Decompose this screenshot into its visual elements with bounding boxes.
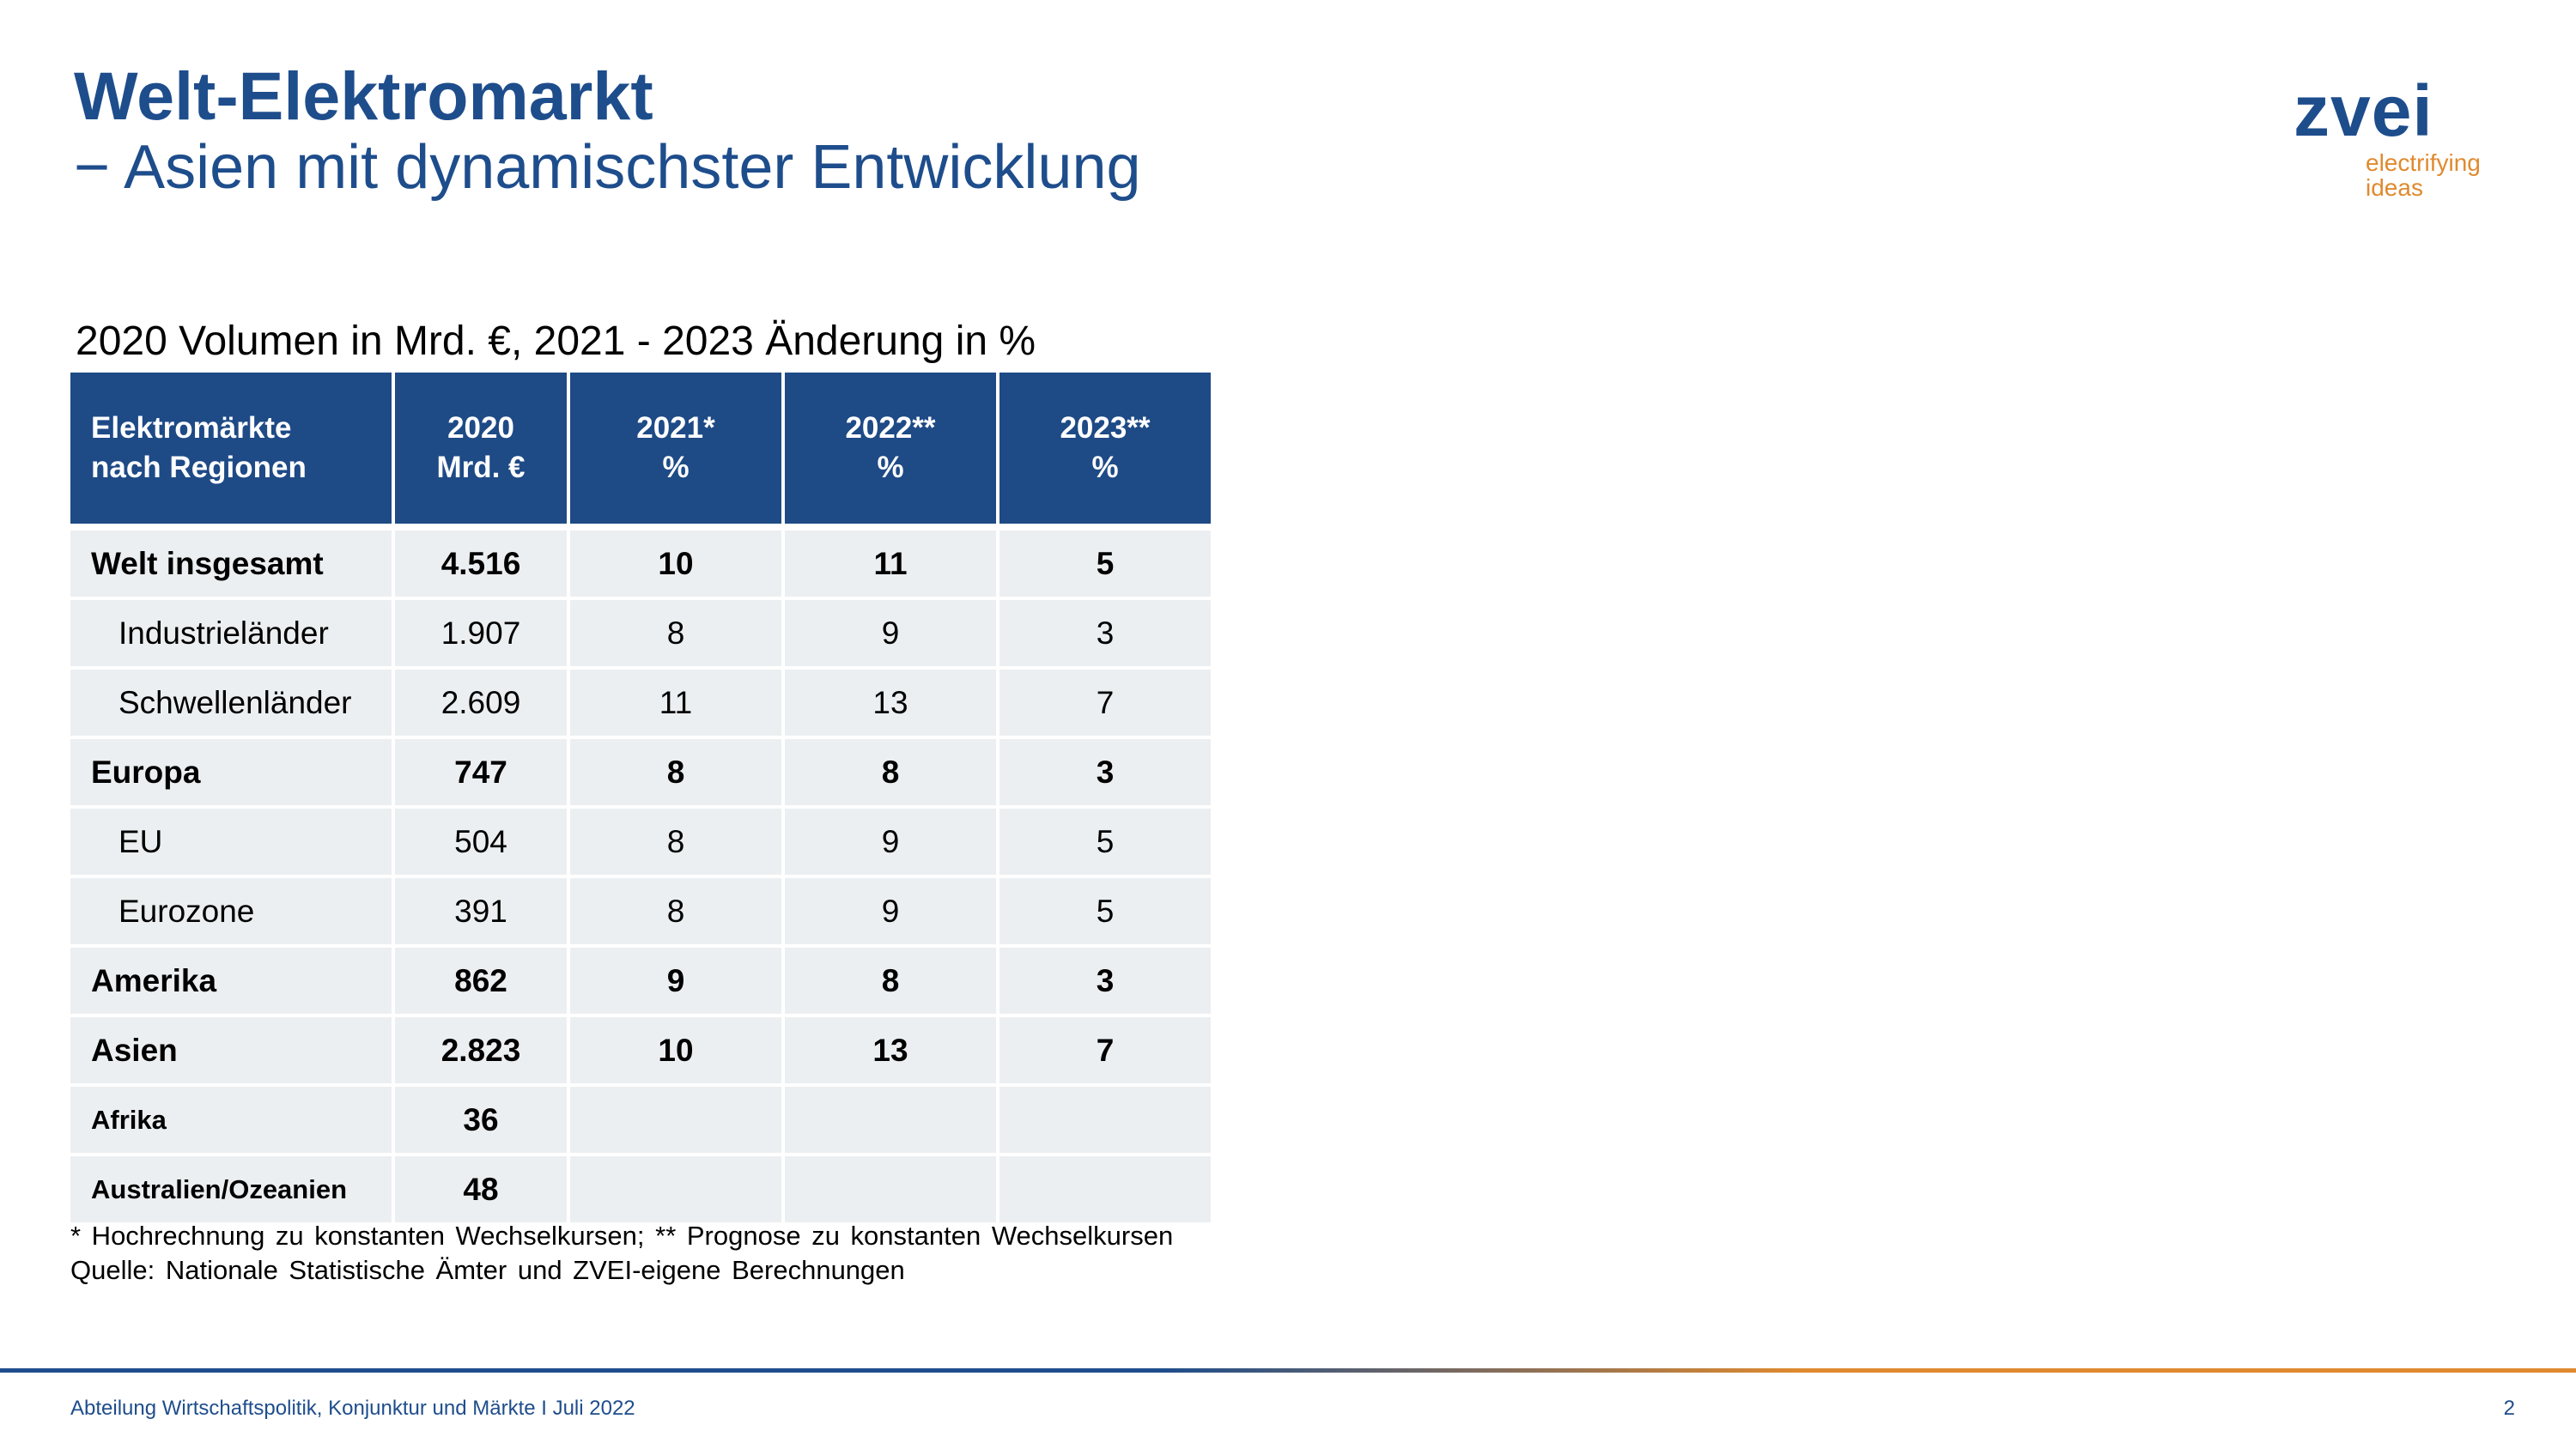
cell-2022 <box>785 1087 996 1153</box>
cell-2021 <box>570 1156 781 1222</box>
cell-2020: 4.516 <box>395 530 567 597</box>
cell-2022 <box>785 1156 996 1222</box>
cell-region: Afrika <box>70 1087 392 1153</box>
cell-2021: 10 <box>570 530 781 597</box>
cell-region: Schwellenländer <box>70 670 392 736</box>
logo-wordmark: zvei <box>2293 70 2433 151</box>
table-row: Australien/Ozeanien 48 <box>70 1156 1211 1222</box>
cell-region: Welt insgesamt <box>70 530 392 597</box>
table-row: Schwellenländer 2.609 11 13 7 <box>70 670 1211 736</box>
cell-2022: 11 <box>785 530 996 597</box>
table-header-row: Elektromärkte nach Regionen 2020 Mrd. € … <box>70 373 1211 524</box>
cell-2020: 391 <box>395 878 567 944</box>
cell-2023: 5 <box>999 530 1211 597</box>
table-caption: 2020 Volumen in Mrd. €, 2021 - 2023 Ände… <box>76 318 1036 364</box>
cell-region: EU <box>70 809 392 875</box>
header-region-line2: nach Regionen <box>91 451 307 484</box>
footnote: * Hochrechnung zu konstanten Wechselkurs… <box>70 1221 1174 1251</box>
cell-2023: 5 <box>999 809 1211 875</box>
cell-2022: 13 <box>785 670 996 736</box>
header-2021-line1: 2021* <box>636 411 715 445</box>
cell-2023: 7 <box>999 1017 1211 1083</box>
cell-2020: 504 <box>395 809 567 875</box>
cell-region: Industrieländer <box>70 600 392 666</box>
header-cell-2020: 2020 Mrd. € <box>395 373 567 524</box>
slide-subtitle: − Asien mit dynamischster Entwicklung <box>74 133 1141 202</box>
table-row: EU 504 8 9 5 <box>70 809 1211 875</box>
header-region-line1: Elektromärkte <box>91 411 292 445</box>
header-2022-line1: 2022** <box>845 411 936 445</box>
cell-2020: 2.823 <box>395 1017 567 1083</box>
page-number: 2 <box>2503 1397 2515 1420</box>
cell-2023: 3 <box>999 739 1211 805</box>
logo-tagline-line1: electrifying <box>2366 149 2481 176</box>
cell-2021 <box>570 1087 781 1153</box>
footer-divider <box>0 1368 2576 1373</box>
cell-2022: 9 <box>785 878 996 944</box>
header-2020-line1: 2020 <box>447 411 514 445</box>
slide-title: Welt-Elektromarkt <box>74 58 653 134</box>
cell-2021: 10 <box>570 1017 781 1083</box>
cell-2022: 9 <box>785 809 996 875</box>
cell-2021: 11 <box>570 670 781 736</box>
electro-market-table: Elektromärkte nach Regionen 2020 Mrd. € … <box>70 373 1211 1222</box>
header-cell-2021: 2021* % <box>570 373 781 524</box>
cell-2021: 9 <box>570 948 781 1014</box>
header-2020-line2: Mrd. € <box>436 451 526 484</box>
cell-2020: 862 <box>395 948 567 1014</box>
table-row: Welt insgesamt 4.516 10 11 5 <box>70 530 1211 597</box>
header-cell-2023: 2023** % <box>999 373 1211 524</box>
source-note: Quelle: Nationale Statistische Ämter und… <box>70 1255 905 1285</box>
cell-2022: 13 <box>785 1017 996 1083</box>
header-2023-line1: 2023** <box>1060 411 1151 445</box>
cell-2021: 8 <box>570 878 781 944</box>
footer-text: Abteilung Wirtschaftspolitik, Konjunktur… <box>70 1397 635 1420</box>
header-cell-2022: 2022** % <box>785 373 996 524</box>
header-2021-line2: % <box>662 451 690 484</box>
table-row: Europa 747 8 8 3 <box>70 739 1211 805</box>
cell-2020: 1.907 <box>395 600 567 666</box>
header-2023-line2: % <box>1091 451 1119 484</box>
cell-2023: 7 <box>999 670 1211 736</box>
zvei-logo: zvei electrifying ideas <box>2288 70 2503 202</box>
header-2022-line2: % <box>877 451 904 484</box>
cell-2021: 8 <box>570 600 781 666</box>
cell-2021: 8 <box>570 739 781 805</box>
cell-2020: 747 <box>395 739 567 805</box>
table-row: Eurozone 391 8 9 5 <box>70 878 1211 944</box>
table-row: Asien 2.823 10 13 7 <box>70 1017 1211 1083</box>
cell-2023: 3 <box>999 948 1211 1014</box>
cell-2022: 8 <box>785 739 996 805</box>
cell-region: Amerika <box>70 948 392 1014</box>
cell-2021: 8 <box>570 809 781 875</box>
cell-2023: 5 <box>999 878 1211 944</box>
cell-2020: 2.609 <box>395 670 567 736</box>
header-cell-region: Elektromärkte nach Regionen <box>70 373 392 524</box>
cell-2022: 8 <box>785 948 996 1014</box>
cell-2023 <box>999 1087 1211 1153</box>
logo-tagline-line2: ideas <box>2366 174 2423 201</box>
cell-2022: 9 <box>785 600 996 666</box>
cell-2023: 3 <box>999 600 1211 666</box>
table-row: Industrieländer 1.907 8 9 3 <box>70 600 1211 666</box>
cell-2023 <box>999 1156 1211 1222</box>
cell-2020: 48 <box>395 1156 567 1222</box>
cell-region: Eurozone <box>70 878 392 944</box>
logo-tagline: electrifying ideas <box>2366 150 2481 200</box>
cell-region: Europa <box>70 739 392 805</box>
cell-region: Asien <box>70 1017 392 1083</box>
cell-region: Australien/Ozeanien <box>70 1156 392 1222</box>
table-row: Amerika 862 9 8 3 <box>70 948 1211 1014</box>
table-row: Afrika 36 <box>70 1087 1211 1153</box>
cell-2020: 36 <box>395 1087 567 1153</box>
